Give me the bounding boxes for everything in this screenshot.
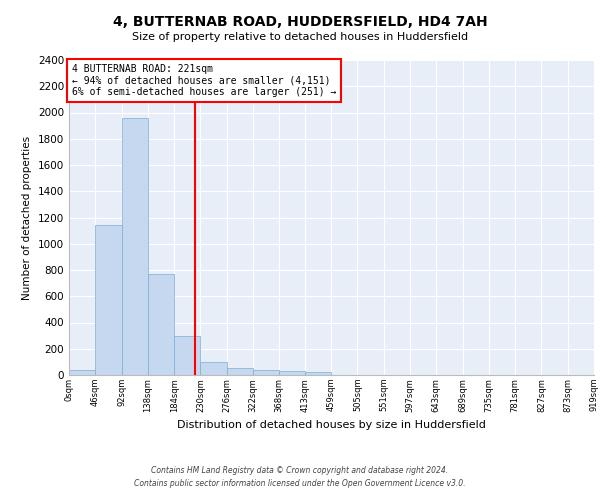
Bar [200,362,227,375]
Bar [148,274,174,375]
Bar [174,336,200,375]
Text: Size of property relative to detached houses in Huddersfield: Size of property relative to detached ho… [132,32,468,42]
Text: Contains HM Land Registry data © Crown copyright and database right 2024.
Contai: Contains HM Land Registry data © Crown c… [134,466,466,487]
Bar [69,370,95,375]
Y-axis label: Number of detached properties: Number of detached properties [22,136,32,300]
Text: 4, BUTTERNAB ROAD, HUDDERSFIELD, HD4 7AH: 4, BUTTERNAB ROAD, HUDDERSFIELD, HD4 7AH [113,15,487,29]
Bar [253,370,279,375]
Bar [122,118,148,375]
Bar [227,368,253,375]
X-axis label: Distribution of detached houses by size in Huddersfield: Distribution of detached houses by size … [177,420,486,430]
Bar [305,372,331,375]
Bar [279,371,305,375]
Bar [95,226,122,375]
Text: 4 BUTTERNAB ROAD: 221sqm
← 94% of detached houses are smaller (4,151)
6% of semi: 4 BUTTERNAB ROAD: 221sqm ← 94% of detach… [72,64,336,97]
